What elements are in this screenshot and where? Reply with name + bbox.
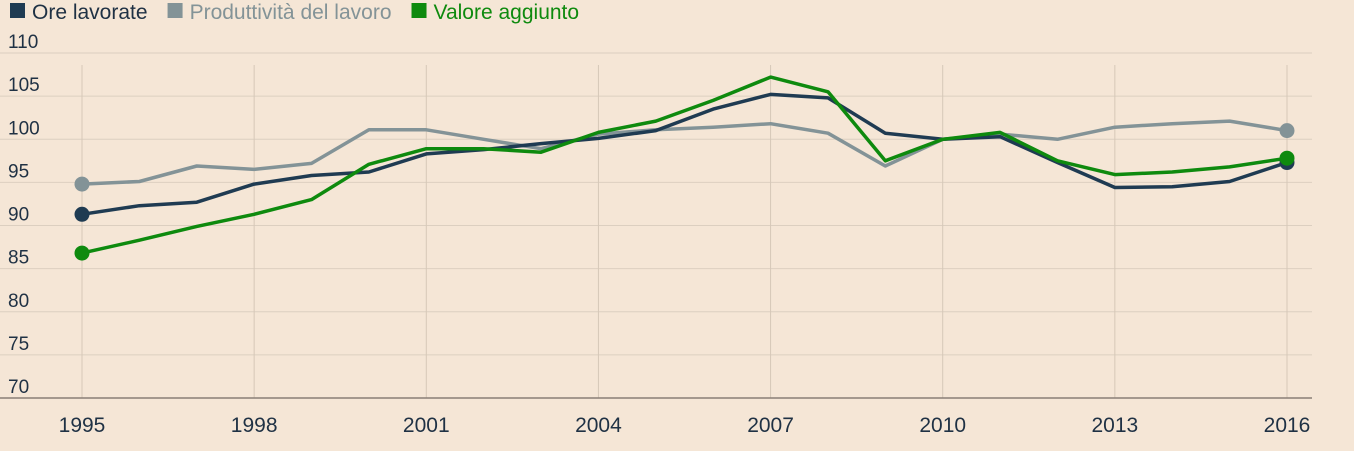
x-axis: 1995 1998 2001 2004 2007 2010 2013 2016 [0,397,1312,437]
y-axis: 70 75 80 85 90 95 100 105 110 [8,32,40,398]
endpoint-marker [1279,123,1295,139]
x-tick-label: 2010 [919,414,966,437]
y-tick-label: 90 [8,205,29,226]
endpoint-marker [1279,150,1295,166]
y-tick-label: 70 [8,377,29,398]
x-tick-label: 1998 [231,414,278,437]
x-tick-label: 2013 [1091,414,1138,437]
legend-label: Produttività del lavoro [190,1,392,24]
y-tick-label: 110 [8,32,38,53]
x-tick-label: 2007 [747,414,794,437]
endpoint-markers [74,123,1295,261]
legend-label: Ore lavorate [32,1,148,24]
legend-swatch [167,3,183,18]
y-tick-label: 95 [8,161,29,182]
series-line-2 [80,75,1289,255]
x-tick-label: 1995 [59,414,106,437]
y-tick-label: 80 [8,291,29,312]
endpoint-marker [74,176,90,192]
y-tick-label: 100 [8,118,40,139]
y-tick-label: 75 [8,334,29,355]
series-lines [80,75,1289,255]
endpoint-marker [74,206,90,222]
legend-swatch [10,3,25,18]
x-tick-label: 2001 [403,414,450,437]
y-tick-label: 105 [8,75,40,96]
x-tick-label: 2016 [1264,414,1311,437]
legend-label: Valore aggiunto [434,1,580,24]
x-tick-label: 2004 [575,414,622,437]
legend-item: Ore lavorate [10,1,148,24]
y-tick-label: 85 [8,248,29,269]
legend-swatch [411,3,427,18]
gridlines [0,52,1312,398]
legend: Ore lavorate Produttività del lavoro Valor… [10,1,579,24]
endpoint-marker [74,245,90,261]
legend-item: Produttività del lavoro [167,1,392,24]
series-line-0 [80,92,1289,217]
series-line-1 [80,119,1289,186]
legend-item: Valore aggiunto [411,1,580,24]
